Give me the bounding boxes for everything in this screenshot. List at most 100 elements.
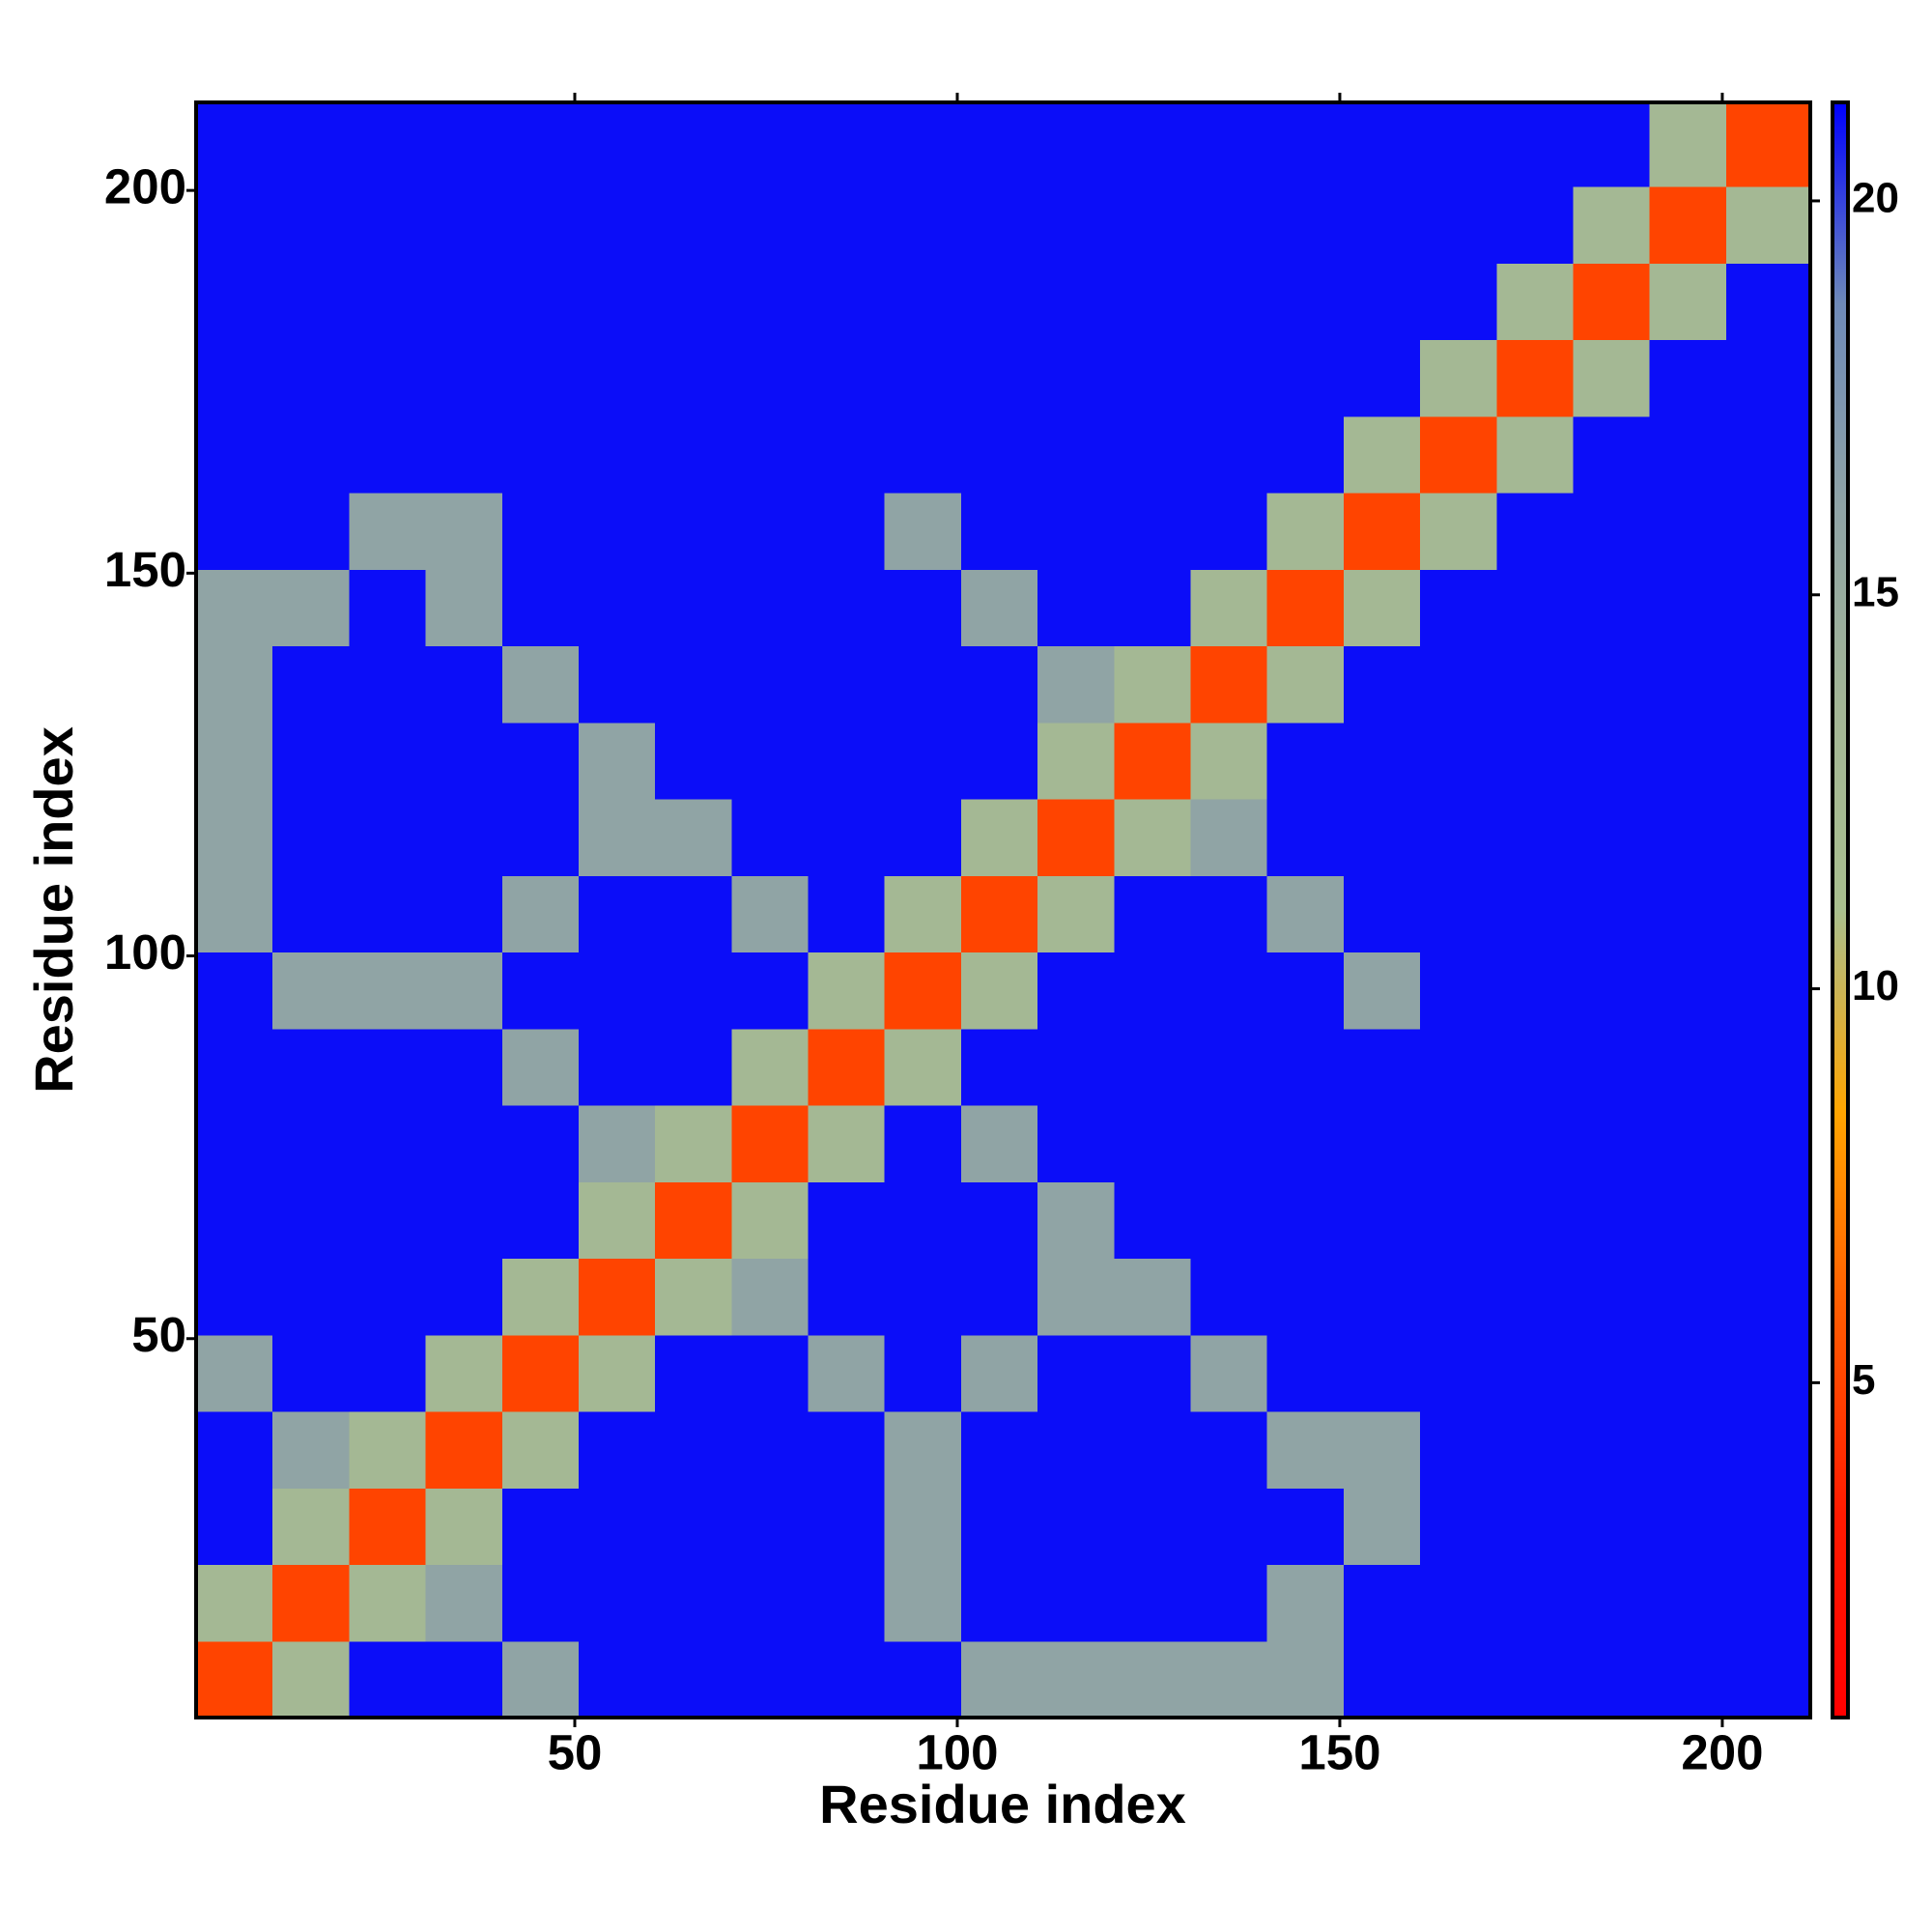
cell [655, 1411, 732, 1489]
cell [578, 1181, 656, 1260]
cell [884, 186, 962, 264]
cell [1266, 1181, 1345, 1260]
cell [425, 722, 503, 800]
cell [1266, 569, 1345, 647]
cell [1266, 1564, 1345, 1642]
cell [349, 1411, 427, 1489]
cell [501, 263, 580, 341]
cell [808, 263, 886, 341]
cell [1266, 1334, 1345, 1412]
cell [1343, 1105, 1421, 1182]
cell [1725, 1564, 1811, 1642]
cell [655, 1181, 732, 1260]
cell [1573, 493, 1651, 570]
cell [1190, 875, 1268, 953]
colorbar-tick-label: 10 [1852, 962, 1899, 1009]
cell [578, 722, 656, 800]
cell [578, 1488, 656, 1566]
cell [1649, 263, 1727, 341]
cell [884, 339, 962, 417]
cell [1725, 1105, 1811, 1182]
cell [349, 722, 427, 800]
cell [1725, 1028, 1811, 1106]
cell [425, 1181, 503, 1260]
cell [1420, 952, 1497, 1030]
cell [578, 875, 656, 953]
colorbar-tick-label: 5 [1852, 1356, 1875, 1404]
cell [196, 102, 273, 187]
cell [349, 1640, 427, 1719]
cell [1496, 952, 1574, 1030]
cell [1343, 339, 1421, 417]
cell [349, 799, 427, 876]
cell [1343, 952, 1421, 1030]
cell [731, 493, 810, 570]
cell [349, 645, 427, 724]
cell [1496, 875, 1574, 953]
cell [501, 1564, 580, 1642]
cell [1573, 1640, 1651, 1719]
cell [1649, 645, 1727, 724]
cell [960, 1258, 1038, 1336]
cell [1725, 339, 1811, 417]
cell [884, 1411, 962, 1489]
cell [501, 493, 580, 570]
cell [425, 645, 503, 724]
cell [578, 569, 656, 647]
cell [731, 1334, 810, 1412]
cell [731, 569, 810, 647]
cell [1114, 493, 1192, 570]
cell [960, 102, 1038, 187]
cell [808, 339, 886, 417]
x-tick-label: 50 [548, 1724, 603, 1779]
cell [349, 1334, 427, 1412]
cell [1496, 645, 1574, 724]
cell [1725, 952, 1811, 1030]
cell [1725, 263, 1811, 341]
cell [578, 1028, 656, 1106]
cell [425, 569, 503, 647]
cell [1037, 1258, 1115, 1336]
cell [1037, 1488, 1115, 1566]
cell [1420, 1105, 1497, 1182]
cell [884, 1181, 962, 1260]
cell [655, 1640, 732, 1719]
cell [196, 1105, 273, 1182]
cell [501, 569, 580, 647]
cell [578, 1105, 656, 1182]
cell [1343, 799, 1421, 876]
cell [1496, 415, 1574, 494]
cell [655, 722, 732, 800]
cell [1649, 415, 1727, 494]
cell [1114, 263, 1192, 341]
cell [1037, 1181, 1115, 1260]
cell [1573, 1334, 1651, 1412]
cell [1573, 1564, 1651, 1642]
cell [1190, 569, 1268, 647]
cell [1114, 799, 1192, 876]
plot-frame [194, 100, 1812, 1719]
cell [884, 1334, 962, 1412]
cell [1343, 1334, 1421, 1412]
cell [960, 722, 1038, 800]
cell [501, 186, 580, 264]
cell [196, 1488, 273, 1566]
cell [1343, 569, 1421, 647]
cell [578, 1334, 656, 1412]
cell [808, 722, 886, 800]
cell [1420, 415, 1497, 494]
cell [196, 645, 273, 724]
cell [1496, 1564, 1574, 1642]
cell [1725, 1488, 1811, 1566]
cell [425, 1258, 503, 1336]
cell [1725, 493, 1811, 570]
cell [1114, 1181, 1192, 1260]
cell [1573, 1028, 1651, 1106]
cell [1114, 1334, 1192, 1412]
cell [1190, 415, 1268, 494]
cell [960, 415, 1038, 494]
cell [884, 1640, 962, 1719]
cell [655, 415, 732, 494]
cell [1343, 263, 1421, 341]
cell [196, 339, 273, 417]
